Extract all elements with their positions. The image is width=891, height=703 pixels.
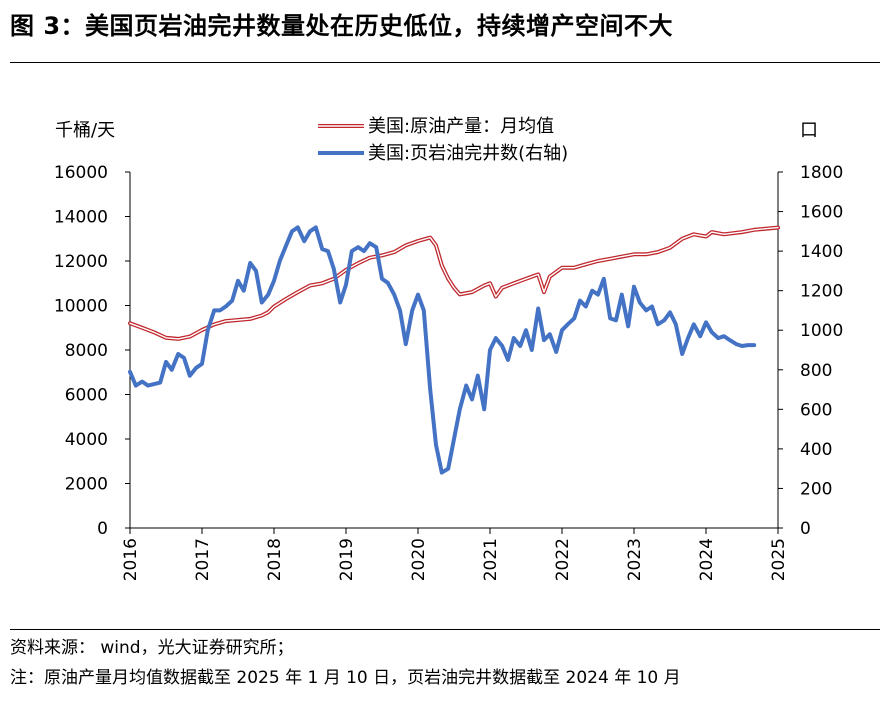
data-cutoff-note: 注：原油产量月均值数据截至 2025 年 1 月 10 日，页岩油完井数据截至 … [10, 668, 681, 688]
left-axis-tick-label: 2000 [65, 475, 108, 495]
left-axis-unit-label: 千桶/天 [55, 120, 115, 141]
x-axis-tick-label: 2025 [769, 538, 789, 581]
right-axis-tick-label: 1600 [800, 203, 843, 223]
right-axis-tick-label: 400 [800, 440, 832, 460]
x-axis-tick-label: 2024 [697, 538, 717, 581]
left-axis-tick-label: 0 [97, 519, 108, 539]
left-axis-tick-label: 4000 [65, 430, 108, 450]
legend-label-wells: 美国:页岩油完井数(右轴) [368, 143, 568, 164]
right-axis-tick-label: 1400 [800, 242, 843, 262]
x-axis-tick-label: 2019 [337, 538, 357, 581]
right-axis-tick-label: 1800 [800, 163, 843, 183]
left-axis-tick-label: 10000 [54, 297, 108, 317]
right-axis-tick-label: 0 [800, 519, 811, 539]
left-axis-tick-label: 16000 [54, 163, 108, 183]
left-axis-tick-label: 6000 [65, 386, 108, 406]
legend-label-production: 美国:原油产量：月均值 [368, 116, 554, 137]
right-axis-tick-label: 1000 [800, 321, 843, 341]
production-series-line-inner [129, 226, 779, 340]
axes-layer: 1600014000120001000080006000400020000180… [54, 120, 843, 581]
left-axis-tick-label: 14000 [54, 208, 108, 228]
x-axis-tick-label: 2023 [625, 538, 645, 581]
left-axis-tick-label: 8000 [65, 341, 108, 361]
x-axis-tick-label: 2017 [193, 538, 213, 581]
x-axis-tick-label: 2018 [265, 538, 285, 581]
footer-divider [10, 629, 880, 630]
x-axis-tick-label: 2020 [409, 538, 429, 581]
right-axis-tick-label: 800 [800, 361, 832, 381]
left-axis-tick-label: 12000 [54, 252, 108, 272]
chart-canvas: 1600014000120001000080006000400020000180… [54, 116, 843, 581]
wells-series-line [128, 225, 757, 475]
chart-title: 图 3：美国页岩油完井数量处在历史低位，持续增产空间不大 [10, 12, 674, 40]
right-axis-unit-label: 口 [800, 120, 818, 141]
series-layer [128, 225, 780, 475]
x-axis-tick-label: 2022 [553, 538, 573, 581]
right-axis-tick-label: 200 [800, 479, 832, 499]
production-series-line [128, 225, 780, 341]
x-axis-tick-label: 2016 [121, 538, 141, 581]
right-axis-tick-label: 600 [800, 400, 832, 420]
title-divider [10, 62, 880, 63]
source-note: 资料来源： wind，光大证券研究所； [10, 638, 294, 658]
right-axis-tick-label: 1200 [800, 282, 843, 302]
x-axis-tick-label: 2021 [481, 538, 501, 581]
